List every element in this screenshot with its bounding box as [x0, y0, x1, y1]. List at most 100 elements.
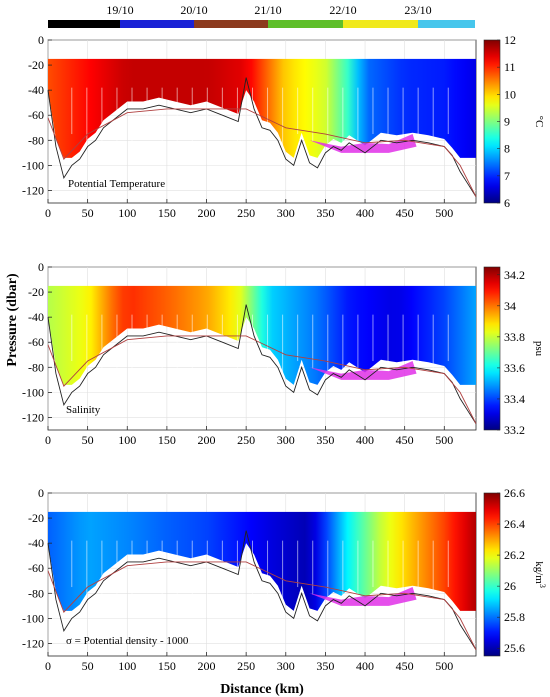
colorbar-tick-label: 10: [504, 87, 516, 101]
date-label: 23/10: [404, 3, 431, 17]
x-tick-label: 300: [277, 206, 295, 220]
colorbar-tick-label: 26.2: [504, 548, 525, 562]
x-tick-label: 300: [277, 433, 295, 447]
x-tick-label: 250: [237, 433, 255, 447]
panel-1: 0 50 100 150 200 250 300 350 400 450 500 0 -20 -40 -60…: [22, 33, 545, 220]
x-tick-label: 450: [396, 659, 414, 673]
date-segment: [418, 20, 475, 28]
x-tick-label: 150: [158, 433, 176, 447]
colorbar-tick-label: 33.4: [504, 392, 525, 406]
x-tick-label: 50: [82, 433, 94, 447]
colorbar-tick-label: 25.8: [504, 610, 525, 624]
x-tick-label: 200: [198, 206, 216, 220]
colorbar-tick-label: 6: [504, 196, 510, 210]
y-tick-label: -120: [22, 410, 44, 424]
colorbar-unit: °C: [533, 116, 545, 128]
y-tick-label: -40: [28, 310, 44, 324]
colorbar-unit: psu: [533, 341, 545, 357]
y-tick-label: -60: [28, 335, 44, 349]
colorbar-tick-label: 9: [504, 115, 510, 129]
y-tick-label: -120: [22, 636, 44, 650]
date-segment: [268, 20, 343, 28]
y-tick-label: 0: [38, 33, 44, 47]
y-tick-label: -40: [28, 536, 44, 550]
colorbar-tick-label: 25.6: [504, 641, 525, 655]
x-tick-label: 400: [356, 433, 374, 447]
x-tick-label: 200: [198, 433, 216, 447]
colorbar-tick-label: 26.4: [504, 517, 525, 531]
y-tick-label: -60: [28, 108, 44, 122]
colorbar-tick-label: 34.2: [504, 268, 525, 282]
panel-label: Potential Temperature: [68, 178, 165, 190]
y-tick-label: -80: [28, 133, 44, 147]
panel-label: σ = Potential density - 1000: [66, 635, 189, 647]
date-segment: [120, 20, 194, 28]
x-tick-label: 0: [45, 206, 51, 220]
y-tick-label: -20: [28, 511, 44, 525]
x-tick-label: 500: [435, 433, 453, 447]
reference-line: [47, 561, 477, 650]
x-tick-label: 0: [45, 433, 51, 447]
x-tick-label: 350: [316, 659, 334, 673]
x-tick-label: 250: [237, 659, 255, 673]
colorbar-tick-label: 8: [504, 142, 510, 156]
bathymetry-line: [47, 530, 477, 650]
x-tick-label: 400: [356, 206, 374, 220]
reference-line: [47, 108, 477, 197]
x-tick-label: 200: [198, 659, 216, 673]
x-tick-label: 450: [396, 206, 414, 220]
x-tick-label: 300: [277, 659, 295, 673]
date-bar: 19/10 20/10 21/10 22/10 23/10: [48, 3, 475, 28]
x-tick-label: 150: [158, 206, 176, 220]
x-axis-label: Distance (km): [220, 682, 304, 697]
x-tick-label: 250: [237, 206, 255, 220]
date-segment: [194, 20, 268, 28]
bathymetry-line: [47, 304, 477, 424]
panel-3: 0 50 100 150 200 250 300 350 400 450 500 0 -20 -40 -60…: [22, 486, 547, 673]
y-axis-label: Pressure (dbar): [5, 273, 20, 367]
y-tick-label: -80: [28, 360, 44, 374]
date-label: 21/10: [254, 3, 281, 17]
x-tick-label: 500: [435, 659, 453, 673]
colorbar-tick-label: 33.6: [504, 361, 525, 375]
x-tick-label: 50: [82, 659, 94, 673]
reference-line: [47, 335, 477, 424]
y-tick-label: 0: [38, 260, 44, 274]
x-tick-label: 350: [316, 433, 334, 447]
x-tick-label: 0: [45, 659, 51, 673]
colorbar-tick-label: 34: [504, 299, 516, 313]
y-tick-label: -20: [28, 285, 44, 299]
colorbar-tick-label: 33.2: [504, 423, 525, 437]
colorbar-tick-label: 12: [504, 33, 516, 47]
y-tick-label: -60: [28, 561, 44, 575]
y-tick-label: -40: [28, 83, 44, 97]
x-tick-label: 50: [82, 206, 94, 220]
panel-2: 0 50 100 150 200 250 300 350 400 450 500 0 -20 -40 -60…: [22, 260, 545, 447]
date-label: 22/10: [329, 3, 356, 17]
colorbar-tick-label: 26: [504, 579, 516, 593]
y-tick-label: 0: [38, 486, 44, 500]
x-tick-label: 100: [118, 659, 136, 673]
y-tick-label: -20: [28, 58, 44, 72]
x-tick-label: 400: [356, 659, 374, 673]
date-segment: [48, 20, 120, 28]
date-label: 19/10: [106, 3, 133, 17]
x-tick-label: 100: [118, 206, 136, 220]
x-tick-label: 500: [435, 206, 453, 220]
x-tick-label: 150: [158, 659, 176, 673]
x-tick-label: 350: [316, 206, 334, 220]
x-tick-label: 450: [396, 433, 414, 447]
colorbar-unit: kg/m3: [533, 561, 547, 588]
colorbar: [483, 266, 501, 431]
y-tick-label: -100: [22, 611, 44, 625]
date-label: 20/10: [180, 3, 207, 17]
y-tick-label: -120: [22, 183, 44, 197]
colorbar-tick-label: 33.8: [504, 330, 525, 344]
colorbar-tick-label: 7: [504, 169, 510, 183]
panel-label: Salinity: [66, 404, 101, 416]
y-tick-label: -100: [22, 158, 44, 172]
colorbar-tick-label: 26.6: [504, 486, 525, 500]
colorbar: [483, 492, 501, 657]
y-tick-label: -80: [28, 586, 44, 600]
